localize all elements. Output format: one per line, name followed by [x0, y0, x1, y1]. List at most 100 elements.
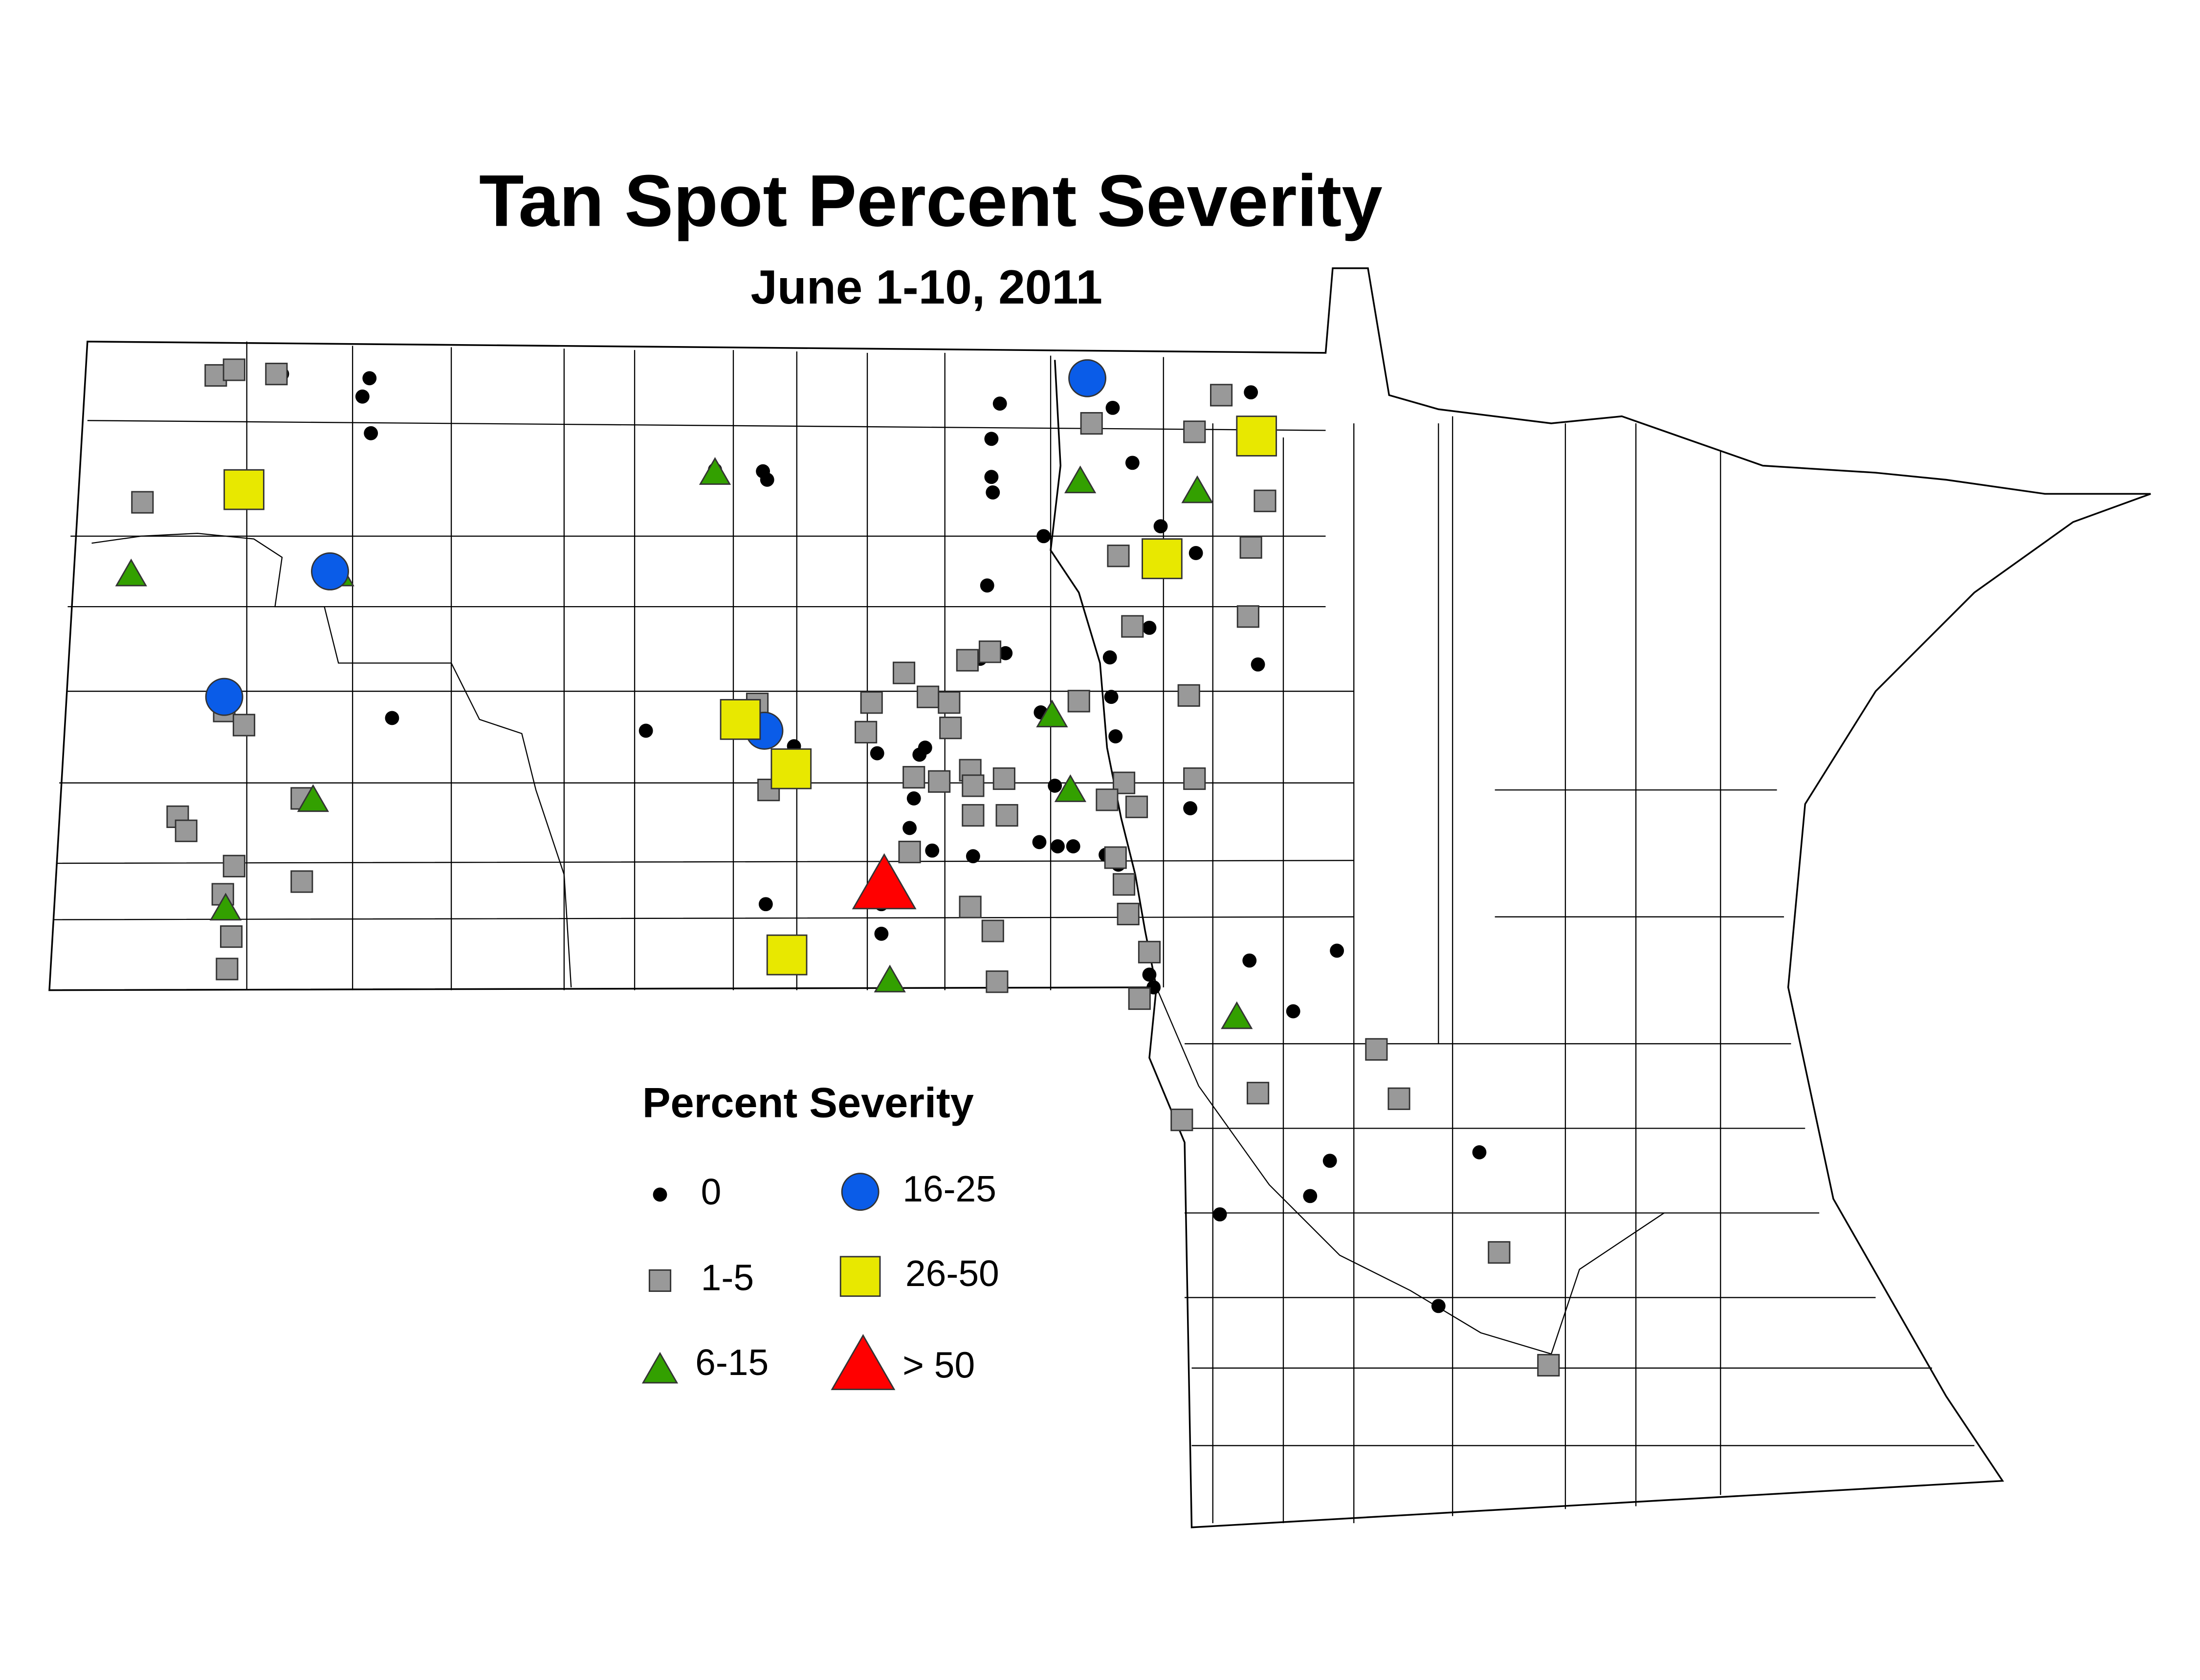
site-triangle [209, 893, 242, 921]
site-square [902, 766, 925, 789]
site-triangle [297, 784, 330, 812]
site-square [222, 854, 245, 877]
site-dot [1188, 546, 1203, 560]
site-triangle [831, 1334, 896, 1390]
site-triangle [1054, 774, 1087, 802]
site-square [1112, 873, 1136, 896]
site-square [770, 748, 812, 789]
site-square [917, 685, 940, 708]
site-square [1128, 987, 1151, 1010]
site-dot [1036, 529, 1051, 544]
site-dot [1142, 967, 1157, 982]
site-square [175, 819, 198, 842]
site-square [938, 691, 961, 714]
site-dot [1244, 385, 1258, 400]
site-dot [925, 843, 940, 858]
site-square [962, 774, 985, 797]
site-square [1125, 795, 1148, 818]
site-dot [1330, 943, 1344, 958]
state-border [1050, 360, 1158, 988]
site-square [962, 804, 985, 827]
site-square [1170, 1109, 1193, 1132]
map-outlines [48, 267, 2151, 1528]
legend: 0 1-5 6-15 16-25 26-50 > 50 [641, 1168, 999, 1390]
site-dot [1472, 1145, 1487, 1159]
site-triangle [1064, 465, 1097, 494]
site-triangle [852, 853, 917, 910]
site-dot [1048, 779, 1062, 793]
site-dot [998, 646, 1013, 660]
site-square [1254, 489, 1276, 512]
site-square [1365, 1038, 1388, 1061]
site-square [1239, 536, 1262, 559]
site-square [222, 358, 245, 381]
site-square [1210, 384, 1233, 407]
site-dot [1183, 801, 1198, 816]
site-circle [311, 552, 349, 590]
site-square [131, 491, 154, 514]
legend-title: Percent Severity [642, 1079, 974, 1126]
site-square [1488, 1241, 1511, 1264]
legend-label: 0 [701, 1171, 722, 1212]
site-triangle [699, 457, 731, 485]
site-square [1183, 767, 1206, 790]
site-square [959, 895, 982, 918]
site-dot [653, 1187, 667, 1202]
site-dot [1322, 1154, 1337, 1168]
site-dot [986, 485, 1000, 500]
site-square [860, 691, 883, 714]
site-square [1142, 538, 1183, 579]
site-dot [385, 711, 399, 725]
site-square [939, 717, 962, 740]
site-triangle [1036, 699, 1068, 727]
site-dot [870, 746, 884, 761]
site-dot [980, 578, 994, 593]
site-square [1121, 615, 1144, 638]
site-square [981, 919, 1004, 942]
site-square [766, 934, 808, 976]
site-dot [1303, 1189, 1318, 1203]
legend-label: 26-50 [905, 1253, 999, 1294]
site-square [1537, 1353, 1560, 1377]
site-square [898, 840, 921, 864]
site-triangle [1181, 475, 1213, 503]
site-square [839, 1256, 881, 1297]
map-title: Tan Spot Percent Severity [479, 159, 1383, 241]
site-dot [1242, 953, 1257, 968]
sites [115, 358, 1560, 1377]
site-square [720, 699, 761, 740]
site-dot [1066, 839, 1080, 853]
site-square [928, 770, 951, 793]
site-dot [918, 741, 932, 755]
site-dot [1051, 839, 1065, 853]
site-square [1236, 605, 1259, 628]
site-square [290, 870, 313, 893]
site-square [1183, 420, 1206, 443]
site-dot [992, 396, 1007, 411]
site-square [1247, 1082, 1270, 1105]
site-square [1104, 846, 1127, 869]
site-square [1387, 1087, 1410, 1110]
legend-label: > 50 [902, 1345, 975, 1386]
site-square [986, 970, 1009, 993]
site-square [1236, 415, 1277, 457]
site-dot [984, 432, 999, 446]
site-square [1067, 690, 1090, 713]
site-square [992, 767, 1015, 790]
site-dot [638, 723, 653, 738]
site-square [223, 469, 264, 510]
site-square [1138, 940, 1161, 963]
site-dot [966, 849, 980, 864]
site-dot [1125, 456, 1140, 470]
site-dot [1102, 650, 1117, 665]
site-square [956, 649, 979, 672]
site-dot [1142, 620, 1157, 635]
site-square [978, 640, 1002, 663]
site-dot [1104, 690, 1119, 704]
site-dot [1105, 400, 1120, 415]
site-dot [1153, 519, 1168, 534]
site-dot [1032, 835, 1047, 850]
site-triangle [115, 558, 147, 587]
